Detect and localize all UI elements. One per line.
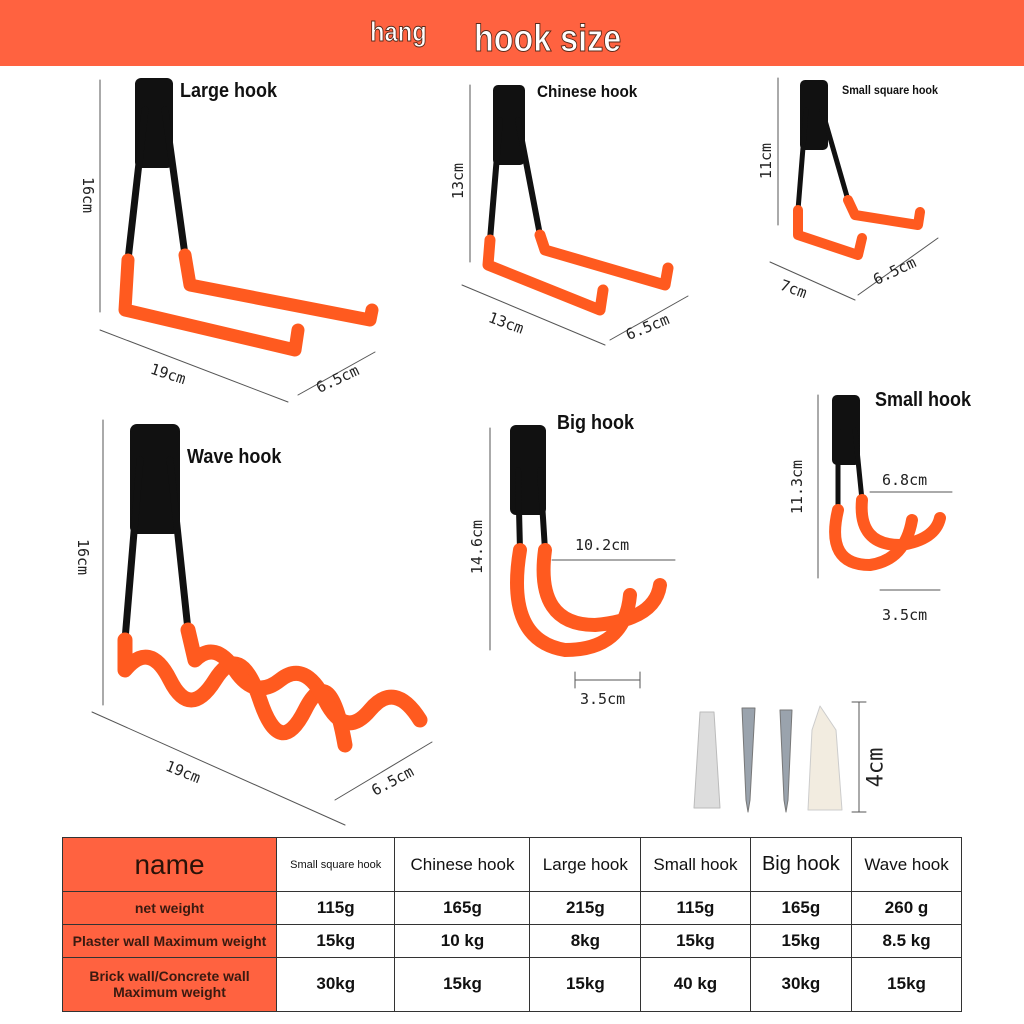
row-label: net weight (62, 891, 277, 925)
table-cell: 10 kg (394, 923, 531, 958)
wave-hook-title: Wave hook (187, 446, 282, 468)
table-header-row: name Small square hook Chinese hook Larg… (62, 836, 962, 893)
header-cell: name (62, 836, 277, 893)
table-cell: 215g (529, 891, 642, 925)
table-cell: 15kg (394, 956, 531, 1013)
table-cell: 165g (394, 891, 531, 925)
header-prefix: hang (370, 16, 428, 48)
small-hook-image (817, 394, 953, 591)
table-row: net weight 115g 165g 215g 115g 165g 260 … (62, 891, 962, 925)
table-cell: 8kg (529, 923, 642, 958)
table-cell: 15kg (529, 956, 642, 1013)
table-cell: 115g (640, 891, 751, 925)
large-hook-height: 16cm (79, 176, 98, 214)
header-cell: Wave hook (851, 836, 962, 893)
table-cell: 15kg (640, 923, 751, 958)
header-cell: Small square hook (275, 836, 396, 893)
chinese-hook-title: Chinese hook (537, 82, 638, 101)
table-row: Plaster wall Maximum weight 15kg 10 kg 8… (62, 923, 962, 958)
screw-length: 4cm (863, 747, 889, 788)
big-hook-height: 14.6cm (468, 519, 487, 575)
big-hook-width: 3.5cm (580, 690, 626, 708)
table-cell: 40 kg (640, 956, 751, 1013)
table-cell: 115g (275, 891, 396, 925)
screws-and-anchors-image (693, 701, 867, 813)
chinese-hook-height: 13cm (449, 162, 468, 200)
row-label: Plaster wall Maximum weight (62, 923, 277, 958)
table-row: Brick wall/Concrete wall Maximum weight … (62, 956, 962, 1013)
table-cell: 15kg (749, 923, 853, 958)
header-cell: Big hook (749, 836, 853, 893)
chinese-hook-image (461, 84, 689, 346)
table-cell: 15kg (275, 923, 396, 958)
small-hook-title: Small hook (875, 389, 972, 411)
wave-hook-image (91, 419, 433, 826)
spec-table: name Small square hook Chinese hook Larg… (62, 836, 962, 1013)
small-square-hook-height: 11cm (757, 142, 776, 180)
table-cell: 260 g (851, 891, 962, 925)
big-hook-image (489, 425, 676, 689)
hook-illustrations (91, 77, 953, 826)
table-cell: 165g (749, 891, 853, 925)
table-cell: 30kg (275, 956, 396, 1013)
header-cell: Large hook (529, 836, 642, 893)
small-square-hook-title: Small square hook (842, 83, 939, 97)
row-label: Brick wall/Concrete wall Maximum weight (62, 956, 277, 1013)
header-banner: hang hook size (0, 0, 1024, 66)
big-hook-reach: 10.2cm (575, 536, 630, 554)
header-cell: Small hook (640, 836, 751, 893)
small-hook-width: 3.5cm (882, 606, 928, 624)
large-hook-title: Large hook (180, 80, 278, 102)
table-cell: 30kg (749, 956, 853, 1013)
header-cell: Chinese hook (394, 836, 531, 893)
small-hook-reach: 6.8cm (882, 471, 928, 489)
small-hook-height: 11.3cm (788, 459, 807, 515)
table-cell: 15kg (851, 956, 962, 1013)
small-square-hook-image (769, 77, 939, 301)
table-cell: 8.5 kg (851, 923, 962, 958)
big-hook-title: Big hook (557, 412, 634, 434)
large-hook-image (99, 78, 379, 403)
header-title: hook size (474, 18, 622, 61)
wave-hook-height: 16cm (74, 538, 93, 576)
